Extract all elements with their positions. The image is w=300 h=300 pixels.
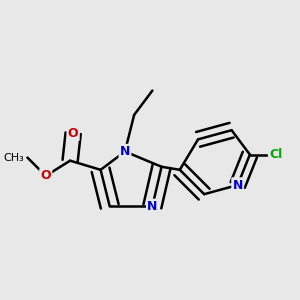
Text: CH₃: CH₃ <box>4 153 24 163</box>
Text: N: N <box>120 145 130 158</box>
Text: N: N <box>147 200 158 213</box>
Text: O: O <box>68 127 79 140</box>
Text: Cl: Cl <box>269 148 282 161</box>
Text: O: O <box>40 169 51 182</box>
Text: N: N <box>232 178 243 191</box>
